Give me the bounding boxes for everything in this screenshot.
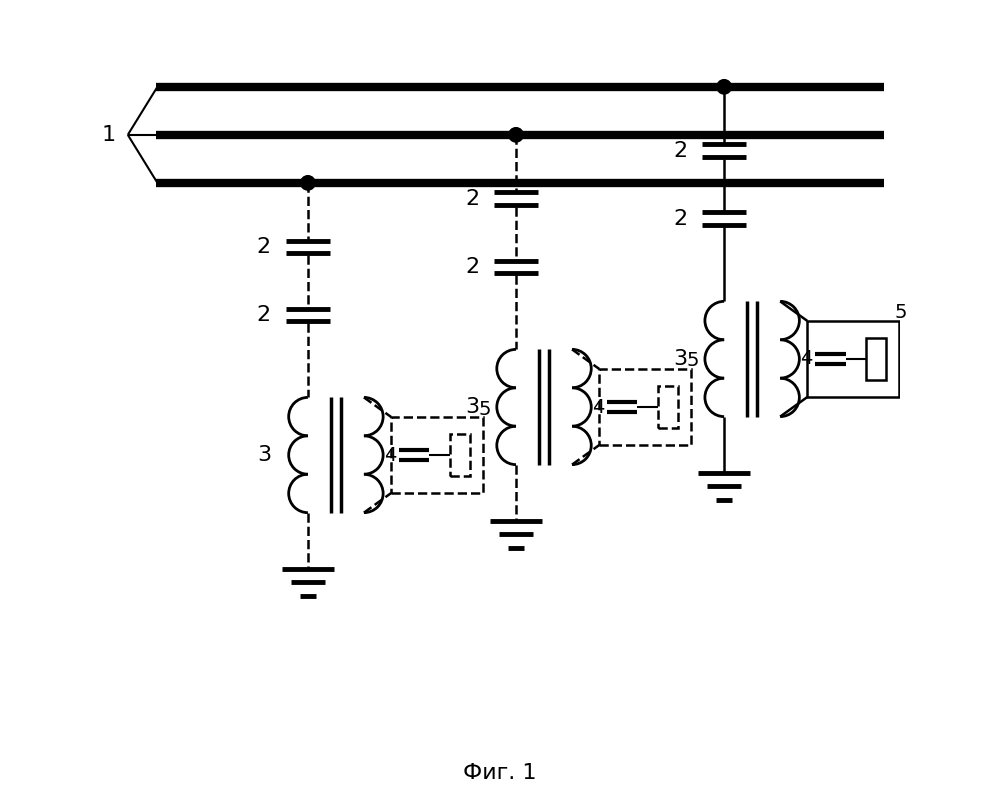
Text: Фиг. 1: Фиг. 1 xyxy=(463,763,537,783)
Text: 2: 2 xyxy=(673,141,687,161)
Text: 2: 2 xyxy=(257,305,271,325)
Text: 3: 3 xyxy=(257,445,271,465)
Text: 5: 5 xyxy=(894,303,907,322)
Text: 2: 2 xyxy=(257,237,271,257)
Text: 4: 4 xyxy=(384,446,396,464)
Bar xyxy=(599,369,691,445)
Circle shape xyxy=(509,127,523,142)
Text: 5: 5 xyxy=(478,400,491,418)
Text: 5: 5 xyxy=(686,351,699,371)
Circle shape xyxy=(301,176,315,190)
Bar xyxy=(807,321,899,397)
Text: 2: 2 xyxy=(673,209,687,229)
Text: 3: 3 xyxy=(465,397,479,417)
Bar xyxy=(658,386,678,428)
Text: 4: 4 xyxy=(592,397,604,417)
Circle shape xyxy=(717,80,731,94)
Text: 1: 1 xyxy=(102,125,116,145)
Bar xyxy=(450,434,470,476)
Text: 2: 2 xyxy=(465,257,479,277)
Text: 2: 2 xyxy=(465,189,479,209)
Text: 3: 3 xyxy=(673,349,687,369)
Bar xyxy=(391,417,483,493)
Bar xyxy=(866,339,886,380)
Text: 4: 4 xyxy=(800,350,813,368)
